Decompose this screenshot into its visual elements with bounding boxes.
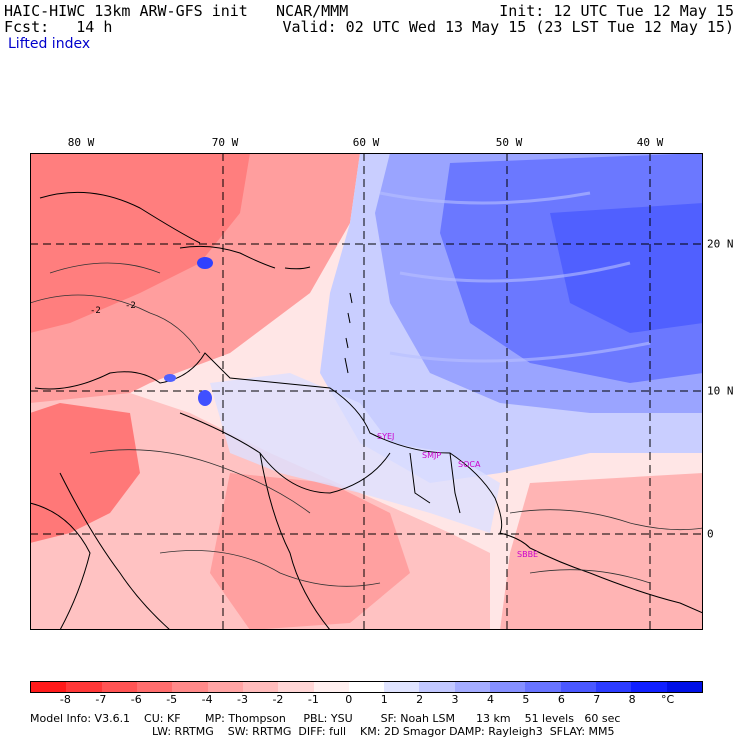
colorbar-tick-label: 5 bbox=[522, 693, 530, 706]
colorbar-tick-label: 8 bbox=[628, 693, 636, 706]
colorbar-swatch bbox=[172, 682, 208, 692]
colorbar-swatch bbox=[31, 682, 67, 692]
colorbar-swatch bbox=[207, 682, 243, 692]
colorbar-tick-label: °C bbox=[660, 693, 675, 706]
colorbar-tick-label: -2 bbox=[272, 693, 284, 706]
colorbar-tick-label: -7 bbox=[95, 693, 107, 706]
colorbar-tick-label: 4 bbox=[486, 693, 494, 706]
field-name: Lifted index bbox=[8, 36, 91, 52]
lat-label-10n: 10 N bbox=[707, 384, 734, 398]
colorbar-tick-label: -4 bbox=[201, 693, 213, 706]
colorbar-swatch bbox=[419, 682, 455, 692]
colorbar-swatch bbox=[384, 682, 420, 692]
lon-label-80w: 80 W bbox=[67, 136, 95, 149]
colorbar-swatch bbox=[666, 682, 702, 692]
station-label: SBBE bbox=[517, 550, 538, 559]
colorbar-swatch bbox=[596, 682, 632, 692]
model-info-physics: LW: RRTMG SW: RRTMG DIFF: full KM: 2D Sm… bbox=[152, 725, 615, 738]
colorbar bbox=[30, 681, 703, 693]
lon-label-40w: 40 W bbox=[636, 136, 664, 149]
header-title: HAIC-HIWC 13km ARW-GFS init bbox=[4, 2, 248, 20]
station-label: SYEJ bbox=[377, 432, 394, 441]
colorbar-swatch bbox=[454, 682, 491, 692]
colorbar-tick-label: 3 bbox=[451, 693, 459, 706]
header-init: Init: 12 UTC Tue 12 May 15 bbox=[499, 2, 734, 20]
colorbar-tick-label: -3 bbox=[237, 693, 248, 706]
colorbar-tick-label: -5 bbox=[166, 693, 178, 706]
contour-label-1: -2 bbox=[125, 301, 136, 311]
colorbar-tick-label: 6 bbox=[557, 693, 565, 706]
colorbar-swatch bbox=[525, 682, 561, 692]
colorbar-swatch bbox=[348, 682, 385, 692]
lat-label-20n: 20 N bbox=[707, 237, 734, 251]
colorbar-swatch bbox=[313, 682, 349, 692]
colorbar-swatch bbox=[560, 682, 596, 692]
colorbar-swatch bbox=[66, 682, 102, 692]
header-org: NCAR/MMM bbox=[276, 2, 349, 20]
lat-label-equator: 0 bbox=[707, 527, 714, 541]
colorbar-swatch bbox=[101, 682, 137, 692]
colorbar-swatch bbox=[631, 682, 667, 692]
header-valid: Valid: 02 UTC Wed 13 May 15 (23 LST Tue … bbox=[282, 18, 734, 36]
colorbar-tick-label: 1 bbox=[380, 693, 388, 706]
colorbar-tick-label: -1 bbox=[307, 693, 319, 706]
colorbar-swatch bbox=[490, 682, 526, 692]
station-label: SOCA bbox=[458, 460, 481, 469]
header-forecast: Fcst: 14 h bbox=[4, 18, 113, 36]
colorbar-swatch bbox=[136, 682, 173, 692]
colorbar-tick-label: -8 bbox=[59, 693, 71, 706]
lon-label-60w: 60 W bbox=[352, 136, 380, 149]
lon-label-50w: 50 W bbox=[495, 136, 523, 149]
colorbar-tick-label: -6 bbox=[130, 693, 142, 706]
colorbar-tick-label: 7 bbox=[593, 693, 601, 706]
lon-label-70w: 70 W bbox=[211, 136, 239, 149]
lifted-index-map: -2 -2 SYEJ SMJP SOCA SBBE bbox=[30, 153, 703, 630]
station-label: SMJP bbox=[422, 451, 441, 460]
colorbar-swatch bbox=[278, 682, 314, 692]
contour-label-2: -2 bbox=[90, 306, 101, 316]
colorbar-tick-label: 2 bbox=[416, 693, 424, 706]
colorbar-swatch bbox=[242, 682, 279, 692]
model-info: Model Info: V3.6.1 CU: KF MP: Thompson P… bbox=[30, 712, 621, 725]
colorbar-tick-label: 0 bbox=[345, 693, 353, 706]
